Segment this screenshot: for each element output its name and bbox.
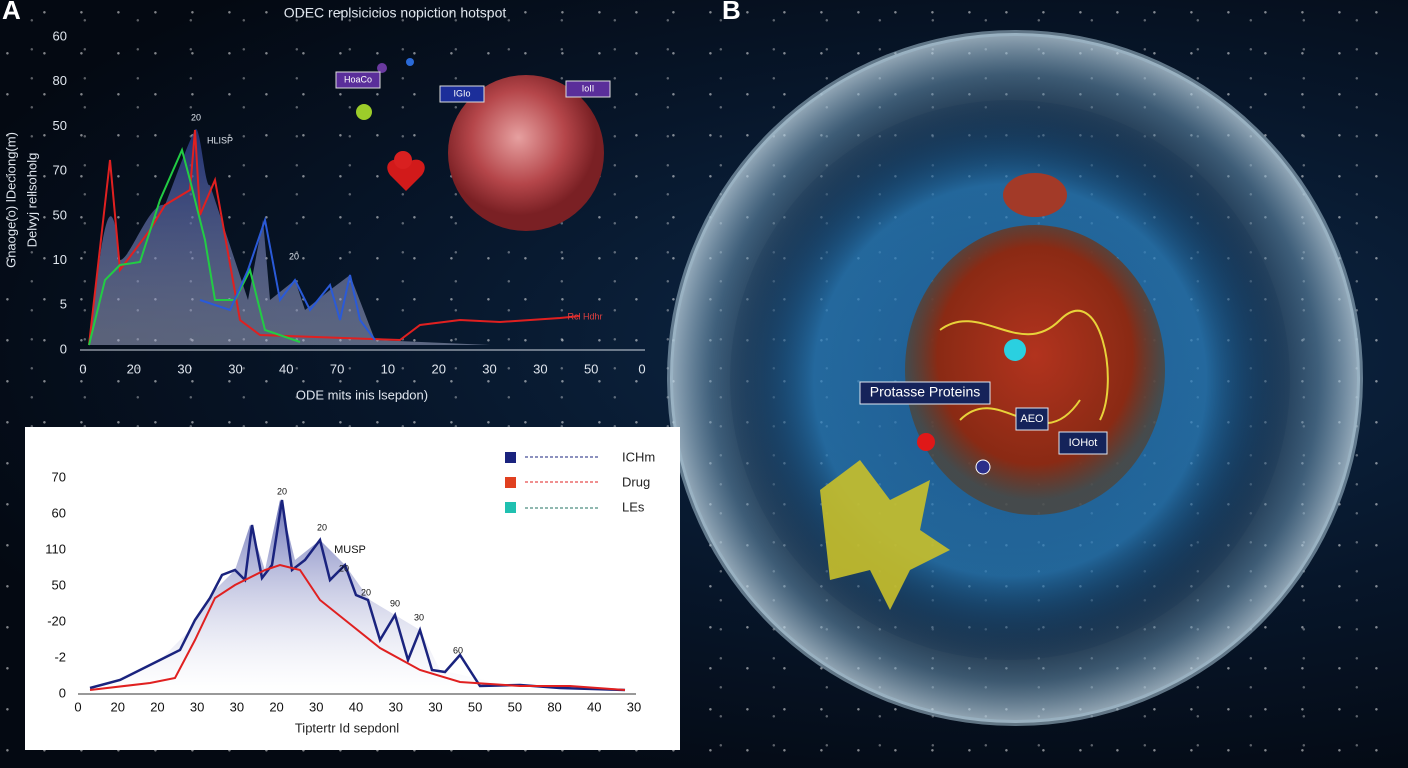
text-layer: A B ODEC replsicicios nopiction hotspot … — [2, 0, 1108, 735]
x-tick-label: 30 — [190, 699, 204, 714]
annotation: 90 — [390, 598, 400, 608]
y-axis-label: Gnaoge(o) lDeciong(m) — [3, 132, 18, 268]
tag-box — [439, 85, 485, 103]
x-tick-label: 40 — [587, 699, 601, 714]
x-tick-label: 40 — [279, 361, 293, 376]
panel-a-art — [80, 58, 645, 351]
y-tick-label: 10 — [53, 252, 67, 267]
annotation: HLISP — [207, 135, 233, 145]
x-tick-label: 30 — [533, 361, 547, 376]
y-tick-label: 80 — [53, 73, 67, 88]
x-tick-label: 0 — [79, 361, 86, 376]
tag: HoaCo — [344, 74, 372, 84]
x-tick-label: 0 — [74, 699, 81, 714]
x-tick-label: 30 — [309, 699, 323, 714]
structure-label: AEO — [1020, 413, 1044, 425]
x-tick-label: 10 — [381, 361, 395, 376]
annotation: 20 — [289, 251, 299, 261]
y-tick-label: 70 — [52, 469, 66, 484]
legend-label: LEs — [622, 499, 645, 514]
x-tick-label: 30 — [428, 699, 442, 714]
x-tick-label: 70 — [330, 361, 344, 376]
x-axis-label: Tiptertr Id sepdonl — [295, 720, 399, 735]
annotation: 20 — [317, 522, 327, 532]
x-tick-label: 20 — [269, 699, 283, 714]
x-tick-label: 20 — [150, 699, 164, 714]
y-axis-label: Delvyj rellsoholg — [24, 153, 39, 248]
y-tick-label: 60 — [53, 28, 67, 43]
label-box — [1015, 407, 1049, 431]
x-tick-label: 20 — [110, 699, 124, 714]
x-tick-label: 30 — [482, 361, 496, 376]
structure-label: Protasse Proteins — [870, 384, 981, 400]
tag-box — [335, 71, 381, 89]
tag: IoII — [582, 83, 595, 93]
panel-letter: B — [722, 0, 741, 25]
x-axis-label: ODE mits inis lsepdon) — [296, 387, 428, 402]
x-tick-label: 20 — [127, 361, 141, 376]
y-tick-label: 70 — [53, 163, 67, 178]
x-tick-label: 50 — [508, 699, 522, 714]
y-tick-label: 60 — [52, 505, 66, 520]
y-tick-label: -20 — [47, 613, 66, 628]
tag: IGIo — [453, 88, 470, 98]
y-tick-label: 50 — [53, 118, 67, 133]
y-tick-label: 5 — [60, 297, 67, 312]
x-tick-label: 50 — [468, 699, 482, 714]
y-tick-label: 0 — [60, 341, 67, 356]
annotation: 20 — [277, 486, 287, 496]
chart-title: ODEC replsicicios nopiction hotspot — [284, 5, 507, 21]
y-tick-label: 50 — [52, 577, 66, 592]
tag-box — [565, 80, 611, 98]
x-tick-label: 30 — [230, 699, 244, 714]
y-tick-label: -2 — [54, 649, 66, 664]
x-tick-label: 50 — [584, 361, 598, 376]
x-tick-label: 20 — [431, 361, 445, 376]
label-box — [1058, 431, 1108, 455]
x-tick-label: 40 — [349, 699, 363, 714]
y-tick-label: 0 — [59, 685, 66, 700]
cell-illustration — [667, 30, 1363, 726]
panel-letter: A — [2, 0, 21, 25]
annotation: Rcl Hdhr — [567, 311, 602, 321]
annotation: 20 — [191, 112, 201, 122]
x-tick-label: 80 — [547, 699, 561, 714]
y-tick-label: 50 — [53, 207, 67, 222]
x-tick-label: 30 — [177, 361, 191, 376]
panel-c-art — [78, 452, 636, 695]
legend-label: ICHm — [622, 449, 655, 464]
annotation: MUSP — [334, 544, 366, 556]
structure-label: IOHot — [1069, 437, 1098, 449]
annotation: 20 — [361, 587, 371, 597]
x-tick-label: 30 — [627, 699, 641, 714]
label-box — [859, 381, 991, 405]
annotation: 60 — [453, 645, 463, 655]
x-tick-label: 0 — [638, 361, 645, 376]
annotation: 30 — [414, 612, 424, 622]
x-tick-label: 30 — [228, 361, 242, 376]
y-tick-label: 110 — [45, 541, 66, 556]
x-tick-label: 30 — [388, 699, 402, 714]
annotation: 20 — [339, 563, 349, 573]
legend-label: Drug — [622, 474, 650, 489]
